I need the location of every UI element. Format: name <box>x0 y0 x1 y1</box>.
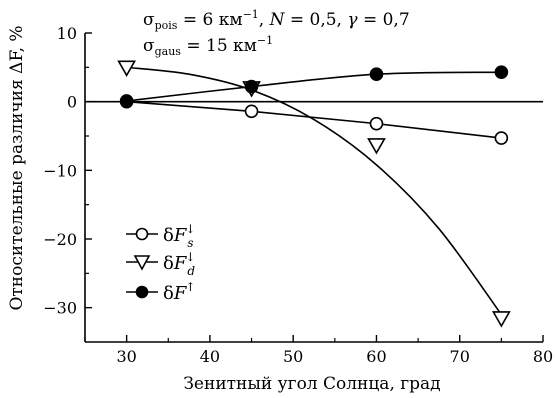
legend-item-fs-down: δF↓ s <box>126 222 195 250</box>
point-fs-down <box>369 116 384 131</box>
series-markers <box>117 60 511 328</box>
legend-item-f-up: δF↑ <box>126 280 195 304</box>
y-tick-label: 10 <box>57 24 77 43</box>
legend-item-fd-down: δF↓ d <box>126 250 195 278</box>
y-tick-label: 0 <box>67 93 77 112</box>
point-f-up <box>119 94 134 108</box>
series-curves <box>126 66 503 316</box>
x-tick-label: 30 <box>116 347 136 366</box>
x-tick-label: 60 <box>366 347 386 366</box>
point-fd-down <box>367 138 386 155</box>
x-ticks: 30 40 50 60 70 80 <box>84 335 553 366</box>
x-tick-label: 70 <box>450 347 470 366</box>
y-ticks: 10 0 −10 −20 −30 <box>43 24 92 318</box>
point-f-up <box>369 67 384 81</box>
x-tick-label: 50 <box>283 347 303 366</box>
legend-label-fs-down: δF↓ s <box>163 222 195 250</box>
series-line-fs-down <box>126 100 502 139</box>
point-fs-down <box>244 104 259 119</box>
legend-marker-open-circle <box>135 227 149 241</box>
y-tick-label: −20 <box>43 230 77 249</box>
point-fd-down <box>117 60 137 77</box>
y-axis-label: Относительные различия ΔF, % <box>7 25 27 310</box>
series-line-fd-down <box>126 66 503 316</box>
y-tick-label: −30 <box>43 299 77 318</box>
legend-label-f-up: δF↑ <box>163 280 195 304</box>
point-f-up <box>494 65 509 79</box>
x-axis-label: Зенитный угол Солнца, град <box>183 374 440 394</box>
legend-label-fd-down: δF↓ d <box>163 250 195 278</box>
x-tick-label: 80 <box>533 347 553 366</box>
legend-marker-filled-circle <box>135 285 149 299</box>
annotation-line-2: σgaus = 15 км−1 <box>143 34 273 58</box>
point-f-up <box>244 79 259 94</box>
point-fs-down <box>494 131 509 145</box>
x-tick-label: 40 <box>200 347 220 366</box>
y-tick-label: −10 <box>43 161 77 180</box>
series-line-f-up <box>126 71 502 102</box>
point-fd-down <box>491 311 511 328</box>
legend-marker-open-triangle <box>133 255 151 271</box>
legend: δF↓ s δF↓ d δF↑ <box>126 222 195 304</box>
axes-frame <box>84 33 543 343</box>
annotation-line-1: σpois = 6 км−1, N = 0,5, γ = 0,7 <box>143 8 410 32</box>
